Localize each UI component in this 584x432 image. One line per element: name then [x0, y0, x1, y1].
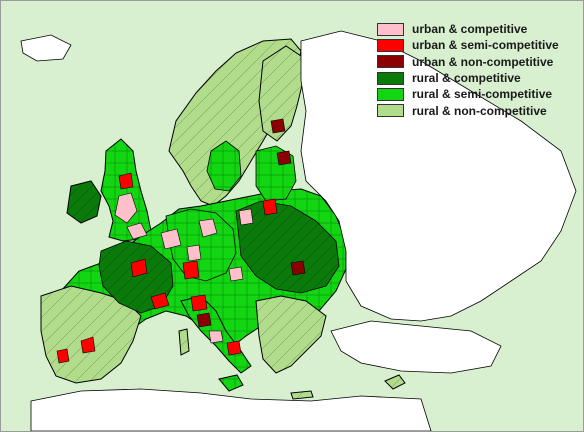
urban-non-baltic	[276, 150, 292, 166]
legend-item: rural & competitive	[377, 70, 573, 86]
urban-semi-germany	[182, 260, 200, 280]
land-turkey-outline	[330, 320, 502, 374]
land-sardinia	[178, 328, 190, 356]
legend-item: urban & non-competitive	[377, 54, 573, 70]
legend-swatch	[377, 104, 404, 118]
urban-competitive-germany	[198, 218, 218, 238]
urban-competitive-uk	[114, 192, 138, 224]
legend-item: urban & semi-competitive	[377, 37, 573, 53]
land-sicily	[218, 374, 244, 392]
legend-swatch	[377, 55, 404, 69]
urban-competitive-london	[126, 222, 148, 240]
urban-regions	[56, 118, 306, 364]
legend-item: rural & semi-competitive	[377, 86, 573, 102]
urban-competitive-poland	[238, 208, 254, 226]
legend-swatch	[377, 71, 404, 85]
land-north-africa-outline	[30, 388, 432, 431]
land-south-sweden	[206, 140, 242, 192]
land-iceland-outline	[20, 34, 72, 62]
land-great-britain	[100, 138, 152, 242]
land-balkans	[255, 295, 327, 374]
urban-semi-spain	[80, 336, 96, 354]
urban-semi-poland	[262, 198, 278, 216]
urban-semi-scotland	[118, 172, 134, 190]
land-finland	[258, 45, 304, 142]
legend-label: rural & competitive	[412, 71, 521, 86]
legend-item: urban & competitive	[377, 21, 573, 37]
land-crete	[290, 390, 314, 400]
urban-non-italy	[196, 312, 212, 328]
legend-label: rural & non-competitive	[412, 103, 547, 118]
legend-item: rural & non-competitive	[377, 102, 573, 118]
urban-competitive-austria	[228, 266, 244, 282]
legend-label: rural & semi-competitive	[412, 87, 553, 102]
urban-semi-naples	[226, 340, 242, 356]
urban-competitive-germany-2	[186, 244, 202, 262]
map-legend: urban & competitive urban & semi-competi…	[377, 21, 573, 119]
urban-semi-lisbon	[56, 348, 70, 364]
urban-semi-france	[130, 258, 148, 278]
legend-label: urban & competitive	[412, 22, 528, 37]
urban-semi-italy	[190, 294, 208, 312]
urban-non-east	[290, 260, 306, 276]
legend-label: urban & semi-competitive	[412, 38, 559, 53]
legend-label: urban & non-competitive	[412, 54, 554, 69]
legend-swatch	[377, 38, 404, 52]
land-ireland	[66, 180, 102, 224]
land-russia-outline	[300, 30, 577, 322]
land-cyprus	[384, 374, 406, 390]
land-eastern-europe	[235, 200, 340, 294]
urban-competitive-rome	[208, 330, 224, 344]
legend-swatch	[377, 22, 404, 36]
urban-semi-lyon	[150, 292, 170, 310]
urban-competitive-benelux	[160, 228, 182, 250]
urban-non-finland	[270, 118, 286, 134]
legend-swatch	[377, 87, 404, 101]
